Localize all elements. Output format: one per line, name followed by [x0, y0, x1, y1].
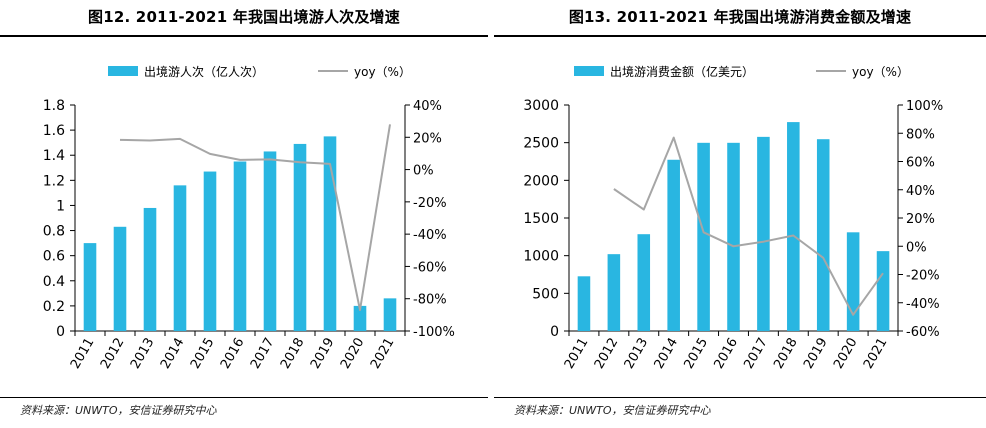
- y-left-tick-label: 1.2: [43, 173, 65, 189]
- y-left-tick-label: 3000: [523, 98, 559, 114]
- bar-2017: [757, 136, 770, 331]
- legend-line-label: yoy（%）: [354, 65, 411, 79]
- bar-2012: [113, 226, 127, 331]
- y-right-tick-label: -60%: [413, 260, 447, 275]
- bar-2013: [637, 234, 651, 331]
- x-tick-label: 2011: [562, 336, 592, 372]
- bar-2011: [577, 276, 591, 331]
- y-right-tick-label: -20%: [413, 196, 447, 211]
- bar-2021: [383, 298, 397, 331]
- x-tick-label: 2012: [98, 336, 128, 372]
- x-tick-label: 2014: [158, 336, 188, 372]
- y-right-tick-label: -100%: [413, 325, 455, 340]
- title-divider: [494, 35, 986, 37]
- y-right-tick-label: -20%: [906, 269, 940, 284]
- source-note: 资料来源：UNWTO，安信证券研究中心: [514, 404, 711, 417]
- bar-2013: [143, 207, 157, 331]
- y-left-tick-label: 0.4: [43, 274, 65, 290]
- bar-2016: [727, 142, 740, 331]
- bar-2019: [816, 139, 830, 331]
- y-right-tick-label: 40%: [906, 184, 935, 199]
- y-left-tick-label: 2500: [523, 136, 559, 152]
- bar-2014: [667, 159, 680, 331]
- y-left-tick-label: 1.8: [43, 98, 65, 114]
- y-left-tick-label: 1500: [523, 211, 559, 227]
- y-left-tick-label: 0.6: [43, 249, 65, 265]
- x-tick-label: 2017: [248, 336, 278, 372]
- visitors-chart: 出境游人次（亿人次） yoy（%） 0 0.2 0.4 0.6 0.8 1 1.2 1.4 1.6 1…: [43, 64, 455, 372]
- bar-2019: [323, 136, 337, 331]
- chart-panel-visitors: 图12. 2011-2021 年我国出境游人次及增速 出境游人次（亿人次） yoy…: [0, 0, 488, 428]
- x-tick-label: 2020: [831, 336, 861, 372]
- title-divider: [0, 35, 488, 37]
- bar-2017: [263, 151, 277, 331]
- legend-bar-swatch: [574, 66, 604, 76]
- y-right-tick-label: 60%: [906, 156, 935, 171]
- bar-2018: [293, 143, 307, 331]
- bar-2012: [607, 254, 621, 331]
- x-tick-label: 2016: [711, 336, 741, 372]
- x-tick-label: 2020: [338, 336, 368, 372]
- x-tick-label: 2014: [652, 336, 682, 372]
- y-right-tick-label: 20%: [906, 212, 935, 227]
- x-tick-label: 2011: [68, 336, 98, 372]
- yoy-line: [119, 124, 391, 311]
- chart-title: 图13. 2011-2021 年我国出境游消费金额及增速: [568, 8, 912, 26]
- y-left-tick-label: 0.8: [43, 224, 65, 240]
- x-tick-label: 2015: [188, 336, 218, 372]
- y-right-tick-label: 0%: [413, 164, 434, 179]
- legend-bar-label: 出境游人次（亿人次）: [144, 64, 264, 79]
- y-right-tick-label: 20%: [413, 131, 442, 146]
- chart-panel-spending: 图13. 2011-2021 年我国出境游消费金额及增速 出境游消费金额（亿美元…: [494, 0, 986, 428]
- chart-title: 图12. 2011-2021 年我国出境游人次及增速: [88, 8, 400, 26]
- x-tick-label: 2012: [592, 336, 622, 372]
- x-tick-label: 2013: [128, 336, 158, 372]
- x-tick-label: 2021: [861, 336, 891, 372]
- bar-2018: [787, 122, 800, 331]
- y-left-tick-label: 0: [550, 324, 559, 340]
- x-tick-label: 2019: [801, 336, 831, 372]
- source-divider: [494, 397, 986, 398]
- y-right-tick-label: 80%: [906, 127, 935, 142]
- y-left-tick-label: 1: [56, 198, 65, 214]
- y-left-tick-label: 0.2: [43, 299, 65, 315]
- y-left-tick-label: 1.4: [43, 148, 65, 164]
- x-tick-label: 2018: [278, 336, 308, 372]
- x-tick-label: 2016: [218, 336, 248, 372]
- y-right-tick-label: -80%: [413, 293, 447, 308]
- bar-2020: [846, 232, 860, 331]
- y-left-tick-label: 0: [56, 324, 65, 340]
- x-tick-label: 2013: [622, 336, 652, 372]
- y-left-tick-label: 1000: [523, 249, 559, 265]
- x-tick-label: 2019: [308, 336, 338, 372]
- yoy-line: [613, 136, 884, 316]
- y-left-tick-label: 500: [532, 286, 559, 302]
- legend-line-label: yoy（%）: [852, 65, 909, 79]
- y-right-tick-label: -40%: [413, 228, 447, 243]
- legend-bar-swatch: [108, 66, 138, 76]
- x-tick-label: 2017: [741, 336, 771, 372]
- x-tick-label: 2015: [682, 336, 712, 372]
- y-left-tick-label: 2000: [523, 173, 559, 189]
- bar-2021: [876, 251, 890, 331]
- y-right-tick-label: 100%: [906, 99, 943, 114]
- bar-2014: [173, 185, 187, 331]
- legend-bar-label: 出境游消费金额（亿美元）: [610, 64, 754, 79]
- y-right-tick-label: -60%: [906, 325, 940, 340]
- y-right-tick-label: 40%: [413, 99, 442, 114]
- y-right-tick-label: 0%: [906, 240, 927, 255]
- y-left-tick-label: 1.6: [43, 123, 65, 139]
- bar-2011: [83, 243, 97, 331]
- bar-2020: [353, 305, 367, 331]
- y-right-tick-label: -40%: [906, 297, 940, 312]
- source-note: 资料来源：UNWTO，安信证券研究中心: [20, 404, 217, 417]
- bar-2016: [233, 161, 247, 331]
- source-divider: [0, 397, 488, 398]
- x-tick-label: 2021: [368, 336, 398, 372]
- spending-chart: 出境游消费金额（亿美元） yoy（%） 0 500 1000 1500 2000 2500 30…: [523, 64, 943, 372]
- bar-2015: [203, 171, 217, 331]
- x-tick-label: 2018: [771, 336, 801, 372]
- bar-2015: [697, 142, 710, 331]
